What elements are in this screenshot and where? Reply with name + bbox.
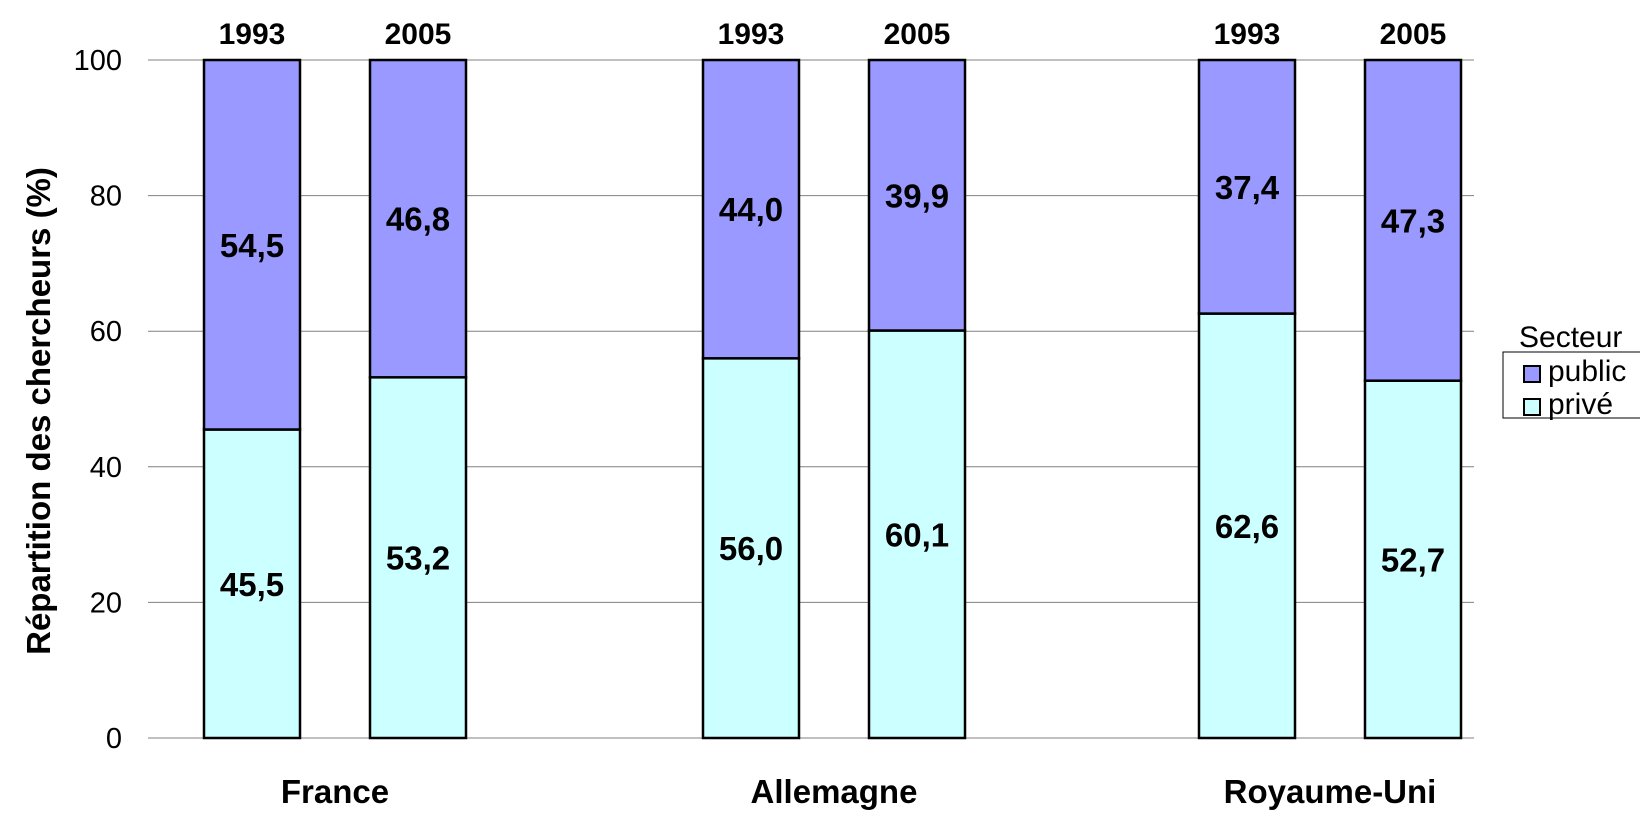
legend-label: public xyxy=(1548,355,1626,388)
y-tick-label: 60 xyxy=(90,316,122,348)
bar-public xyxy=(867,58,967,332)
value-label: 45,5 xyxy=(220,566,284,603)
bar-prive xyxy=(1197,312,1297,740)
value-label: 56,0 xyxy=(719,530,783,567)
bar-public xyxy=(1197,58,1297,315)
bar-public xyxy=(1363,58,1463,382)
value-label: 37,4 xyxy=(1215,169,1280,206)
bar-prive xyxy=(368,376,468,740)
value-label: 62,6 xyxy=(1215,508,1279,545)
value-label: 47,3 xyxy=(1381,202,1445,239)
legend-title: Secteur xyxy=(1519,321,1622,354)
year-labels: 1993 2005 1993 2005 1993 2005 xyxy=(219,18,1447,51)
year-label: 2005 xyxy=(1380,18,1447,51)
group-labels: France Allemagne Royaume-Uni xyxy=(281,773,1436,810)
bar-public xyxy=(368,58,468,379)
group-label: Allemagne xyxy=(751,773,918,810)
year-label: 1993 xyxy=(219,18,286,51)
y-tick-label: 100 xyxy=(74,45,122,77)
value-label: 54,5 xyxy=(220,227,284,264)
year-label: 1993 xyxy=(718,18,785,51)
bars xyxy=(202,58,1463,740)
bar-value-labels: 45,5 54,5 53,2 46,8 56,0 44,0 60,1 39,9 62,6 37,4… xyxy=(220,169,1445,603)
bar-public xyxy=(701,58,801,360)
value-label: 39,9 xyxy=(885,177,949,214)
bar-public xyxy=(202,58,302,431)
group-label: Royaume-Uni xyxy=(1224,773,1437,810)
group-label: France xyxy=(281,773,389,810)
legend-label: privé xyxy=(1548,388,1613,421)
bar-prive xyxy=(701,357,801,740)
bar-prive xyxy=(1363,379,1463,740)
year-label: 2005 xyxy=(385,18,452,51)
year-label: 2005 xyxy=(884,18,951,51)
y-tick-label: 40 xyxy=(90,452,122,484)
legend-swatch xyxy=(1523,398,1541,416)
value-label: 46,8 xyxy=(386,201,450,238)
value-label: 44,0 xyxy=(719,191,783,228)
y-axis-title: Répartition des chercheurs (%) xyxy=(20,167,57,655)
y-tick-label: 20 xyxy=(90,587,122,619)
value-label: 52,7 xyxy=(1381,541,1445,578)
y-tick-label: 80 xyxy=(90,181,122,213)
bar-prive xyxy=(867,329,967,740)
bar-prive xyxy=(202,428,302,740)
y-tick-label: 0 xyxy=(106,723,122,755)
value-label: 53,2 xyxy=(386,540,450,577)
y-axis-ticks: 0 20 40 60 80 100 xyxy=(74,45,122,755)
legend-swatch xyxy=(1523,365,1541,383)
value-label: 60,1 xyxy=(885,516,949,553)
year-label: 1993 xyxy=(1214,18,1281,51)
